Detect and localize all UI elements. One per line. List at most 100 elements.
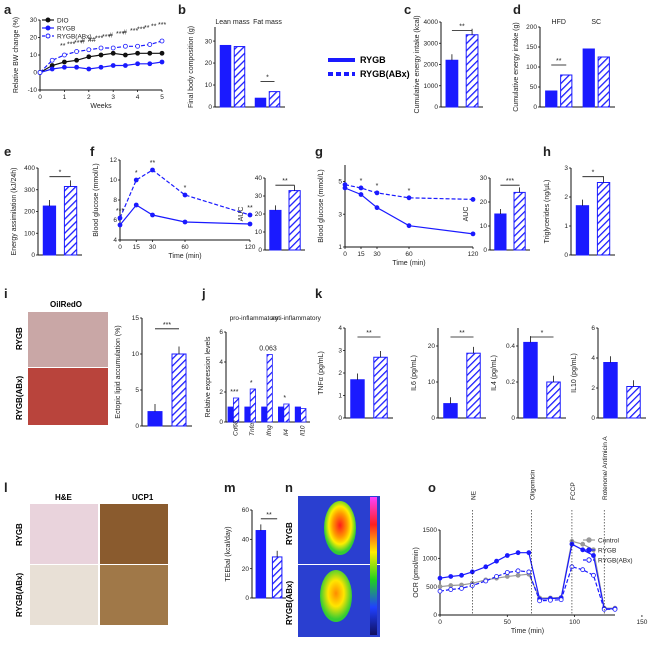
o-point-0-13 — [580, 541, 586, 547]
k2-ytick-label-0: 0 — [431, 415, 435, 422]
a-annotation-8: *** — [116, 31, 124, 38]
a-point-2-3 — [74, 49, 79, 54]
k3-ytick-label-2: 0.4 — [506, 343, 515, 350]
o-legend-label-0: Control — [598, 538, 620, 545]
m-ytick-label-2: 40 — [242, 537, 250, 544]
a-annotation-6: *** — [102, 34, 110, 41]
g2-ytick-label-2: 20 — [480, 199, 488, 206]
k2-sig-label: ** — [459, 330, 465, 337]
chart-g: 1 3 5 0 15 30 60 120 Time (min) Blood glucose (mm… — [318, 165, 479, 267]
thermal-abx-mouse — [320, 570, 352, 622]
c-ytick-label-0: 0 — [434, 104, 438, 111]
panel-label-a: a — [4, 2, 12, 17]
panel-label-j: j — [201, 286, 206, 301]
c-ytick-label-1: 1000 — [424, 83, 439, 90]
o-legend-marker-1 — [586, 547, 592, 553]
k1-sig-label: ** — [366, 330, 372, 337]
a-point-0-5 — [98, 52, 104, 58]
f-ytick-label-1: 6 — [113, 217, 117, 224]
f-sig-0: *** — [116, 208, 124, 215]
o-point-2-1 — [448, 587, 454, 592]
k4-ytick-label-2: 4 — [591, 355, 595, 362]
a-ytick-label-3: 20 — [30, 35, 38, 42]
f-point-0-1 — [133, 202, 139, 208]
he-row-rygb: RYGB — [15, 523, 24, 546]
j-bar-0-1 — [232, 397, 240, 423]
g-point-1-2 — [374, 190, 380, 196]
chart-d: 0 50 100 150 200 Cumulative energy intake (g)… — [513, 19, 615, 112]
legend-a-marker-2 — [45, 33, 51, 39]
panel-label-e: e — [4, 144, 11, 159]
j-ytick-label-3: 6 — [219, 329, 223, 336]
panel-label-l: l — [4, 480, 8, 495]
f-point-1-2 — [150, 167, 155, 173]
o-ytick-label-2: 1000 — [423, 556, 438, 563]
d-ytick-label-2: 100 — [526, 64, 537, 71]
chart-e: 0 100 200 300 400 Energy assimilation (kJ/24h… — [11, 165, 82, 259]
k1-bar-rygb-abx — [373, 356, 388, 419]
f-sig-1: * — [135, 170, 138, 177]
g-xtick-label-4: 120 — [468, 251, 479, 258]
a-point-2-9 — [147, 42, 153, 47]
g2-ytick-label-0: 0 — [483, 247, 487, 254]
f-point-1-1 — [133, 177, 139, 183]
g-ytick-label-2: 5 — [338, 179, 342, 186]
m-bar-rygb-abx — [271, 556, 283, 599]
o-point-2-5 — [494, 574, 499, 579]
m-ytick-label-3: 60 — [242, 507, 250, 514]
i2-bar-rygb-abx — [171, 353, 187, 427]
a-point-2-0 — [37, 70, 43, 75]
a-point-1-7 — [123, 63, 128, 68]
o-legend-label-2: RYGB(ABx) — [598, 558, 633, 565]
m-y-label: TEEbal (kcal/day) — [225, 526, 232, 581]
o-xtick-label-3: 150 — [636, 619, 647, 626]
f2-ytick-label-1: 10 — [255, 229, 263, 236]
legend-a-label-2: RYGB(ABx) — [57, 34, 92, 41]
panel-label-g: g — [315, 144, 323, 159]
f-ytick-label-0: 4 — [113, 237, 117, 244]
a-point-1-3 — [74, 64, 79, 70]
oilredo-row-abx: RYGB(ABx) — [15, 376, 24, 420]
o-point-2-2 — [459, 585, 464, 591]
g2-bar-rygb — [494, 213, 507, 251]
a-annotation-0: ** — [60, 43, 66, 50]
g-xtick-label-2: 30 — [373, 251, 381, 258]
a-point-2-8 — [135, 43, 141, 49]
a-point-1-9 — [147, 61, 153, 67]
a-xtick-label-2: 2 — [87, 94, 91, 101]
o-xtick-label-2: 100 — [569, 619, 580, 626]
g-xtick-label-3: 60 — [405, 251, 413, 258]
a-point-1-10 — [159, 59, 165, 65]
f-sig-2: ** — [150, 160, 156, 167]
histology-images: H&E UCP1 RYGB RYGB(ABx) — [15, 493, 168, 625]
a-point-1-8 — [135, 61, 141, 67]
j-bar-0-0 — [227, 406, 234, 423]
g-y-label: Blood glucose (mmol/L) — [318, 169, 325, 243]
d-ytick-label-3: 150 — [526, 44, 537, 51]
f-xtick-label-1: 15 — [133, 244, 141, 251]
i2-bar-rygb — [147, 411, 163, 427]
a-point-2-4 — [86, 47, 92, 53]
j-ytick-label-2: 4 — [219, 359, 223, 366]
oilredo-images: OilRedO RYGB RYGB(ABx) — [15, 300, 108, 425]
c-sig-label: ** — [459, 24, 465, 31]
chart-h: 0 1 2 3 Triglycerides (ng/µL) * — [544, 165, 615, 259]
chart-j: 0 2 4 6 Relative expression levels pro-inflam… — [205, 315, 322, 436]
d-ytick-label-1: 50 — [530, 84, 538, 91]
g-ytick-label-0: 1 — [338, 244, 342, 251]
o-point-1-2 — [459, 572, 464, 578]
j-category-1: Tnfα — [249, 423, 256, 436]
o-point-0-0 — [437, 584, 443, 590]
panel-label-c: c — [404, 2, 411, 17]
o-ytick-label-1: 500 — [426, 584, 437, 591]
g-ytick-label-1: 3 — [338, 211, 342, 218]
h-bar-rygb-abx — [596, 182, 611, 256]
g-xtick-label-1: 15 — [357, 251, 365, 258]
chart-o-legend: Control RYGB RYGB(ABx) — [583, 537, 633, 565]
j-sig-3: * — [283, 395, 286, 402]
o-marker-label-2: FCCP — [570, 482, 577, 500]
